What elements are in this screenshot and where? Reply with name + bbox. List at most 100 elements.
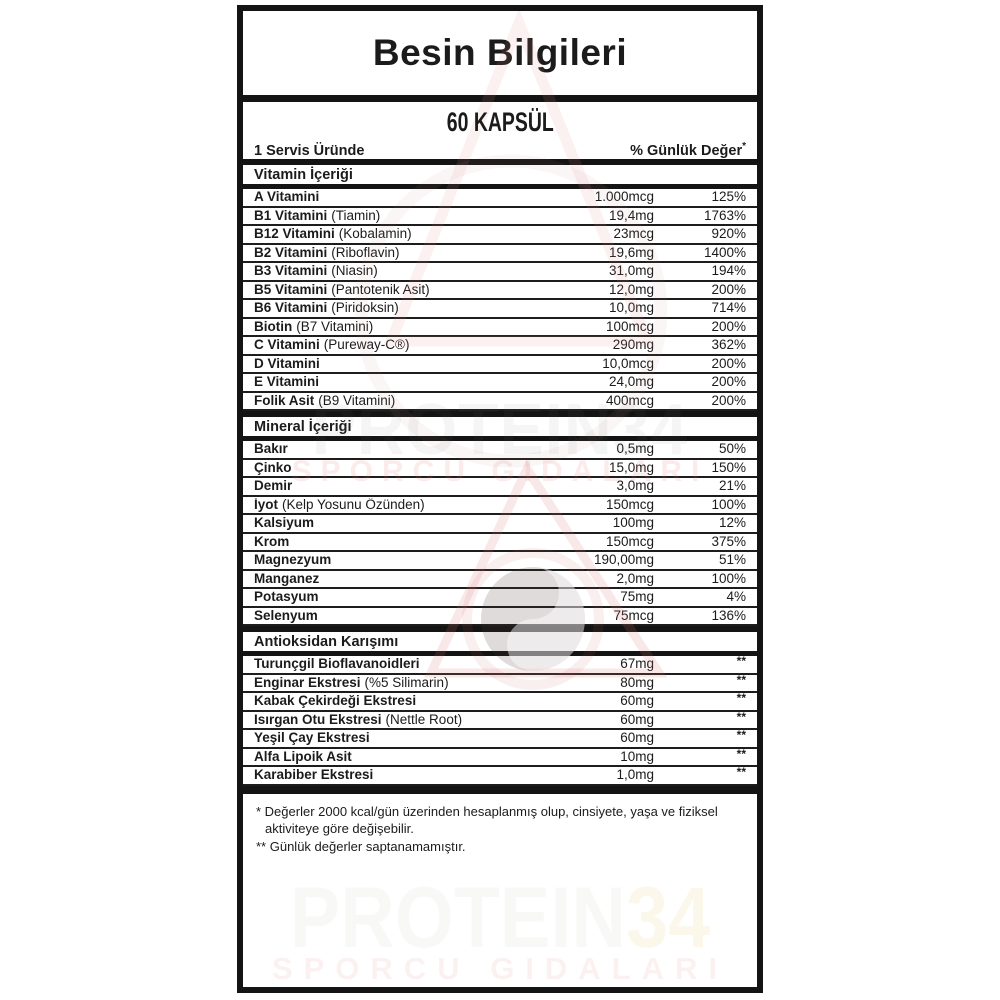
nutrient-amount: 10,0mg [608, 300, 654, 316]
section-header: Vitamin İçeriği [243, 165, 757, 189]
section-top-rule [243, 626, 757, 632]
nutrient-row: Biotin (B7 Vitamini) 100mcg 200% [243, 318, 757, 337]
nutrient-amount: 12,0mg [608, 281, 654, 297]
nutrient-sections: Vitamin İçeriği A Vitamini 1.000mcg 125%… [243, 159, 757, 786]
nutrient-row: B5 Vitamini (Pantotenik Asit) 12,0mg 200% [243, 281, 757, 300]
nutrient-amount: 10,0mcg [602, 355, 654, 371]
nutrient-daily-value: 50% [718, 441, 746, 457]
nutrient-name: Yeşil Çay Ekstresi [254, 731, 370, 746]
nutrient-note: (B7 Vitamini) [296, 319, 374, 334]
nutrient-note: (Piridoksin) [331, 301, 399, 316]
nutrient-daily-value: 1400% [703, 244, 746, 260]
nutrient-row: Demir 3,0mg 21% [243, 478, 757, 497]
nutrient-amount: 150mcg [605, 496, 654, 512]
nutrient-daily-value: 920% [711, 226, 746, 242]
nutrient-amount: 19,6mg [608, 244, 654, 260]
nutrient-daily-value: 200% [711, 392, 746, 408]
nutrient-note: (%5 Silimarin) [364, 675, 449, 690]
nutrient-daily-value: ** [736, 746, 746, 761]
nutrient-name: Isırgan Otu Ekstresi (Nettle Root) [254, 712, 463, 727]
serving-size-label: 1 Servis Üründe [254, 143, 365, 159]
brand-tagline-watermark-bottom: SPORCU GIDALARI [271, 951, 729, 986]
nutrient-name: Karabiber Ekstresi [254, 768, 374, 783]
column-header-row: 1 Servis Üründe % Günlük Değer* [243, 136, 757, 159]
nutrient-daily-value: 200% [711, 374, 746, 390]
nutrient-name: C Vitamini (Pureway-C®) [254, 338, 410, 353]
nutrient-name: B12 Vitamini (Kobalamin) [254, 227, 412, 242]
nutrient-amount: 60mg [620, 711, 654, 727]
nutrient-daily-value: ** [736, 765, 746, 780]
nutrient-daily-value: ** [736, 654, 746, 669]
nutrient-daily-value: ** [736, 691, 746, 706]
nutrient-name: Alfa Lipoik Asit [254, 749, 352, 764]
nutrient-row: Enginar Ekstresi (%5 Silimarin) 80mg ** [243, 673, 757, 693]
nutrient-row: Kabak Çekirdeği Ekstresi 60mg ** [243, 691, 757, 712]
section-header: Antioksidan Karışımı [243, 632, 757, 656]
nutrient-row: Çinko 15,0mg 150% [243, 459, 757, 478]
nutrient-amount: 100mg [612, 515, 654, 531]
nutrient-row: Turunçgil Bioflavanoidleri 67mg ** [243, 654, 757, 675]
nutrient-name: B3 Vitamini (Niasin) [254, 264, 378, 279]
nutrient-row: C Vitamini (Pureway-C®) 290mg 362% [243, 337, 757, 356]
nutrient-daily-value: 51% [718, 552, 746, 568]
nutrient-row: Karabiber Ekstresi 1,0mg ** [243, 765, 757, 786]
nutrient-note: (Pantotenik Asit) [331, 282, 430, 297]
nutrient-daily-value: 100% [711, 496, 746, 512]
nutrient-amount: 290mg [612, 337, 654, 353]
nutrient-amount: 400mcg [605, 392, 654, 408]
nutrient-name: B1 Vitamini (Tiamin) [254, 208, 381, 223]
nutrient-daily-value: 100% [711, 570, 746, 586]
nutrient-amount: 1,0mg [616, 767, 654, 783]
nutrient-name: Bakır [254, 442, 288, 457]
nutrient-row: E Vitamini 24,0mg 200% [243, 374, 757, 393]
nutrient-name: İyot (Kelp Yosunu Özünden) [254, 497, 425, 512]
nutrient-name: D Vitamini [254, 356, 320, 371]
nutrient-note: (B9 Vitamini) [318, 393, 396, 408]
nutrient-daily-value: ** [736, 709, 746, 724]
brand-name-cream: 34 [626, 870, 711, 966]
nutrient-amount: 60mg [620, 693, 654, 709]
nutrient-amount: 10mg [620, 748, 654, 764]
nutrient-daily-value: 1763% [703, 207, 746, 223]
nutrient-row: D Vitamini 10,0mcg 200% [243, 355, 757, 374]
brand-name-gray: PROTEIN [289, 870, 627, 966]
nutrient-row: Isırgan Otu Ekstresi (Nettle Root) 60mg *… [243, 709, 757, 730]
nutrient-daily-value: 136% [711, 607, 746, 623]
nutrient-amount: 100mcg [605, 318, 654, 334]
nutrient-daily-value: 200% [711, 281, 746, 297]
bottom-rule [243, 785, 757, 794]
daily-value-label: % Günlük Değer* [630, 141, 746, 159]
nutrient-daily-value: ** [736, 728, 746, 743]
nutrient-name: Magnezyum [254, 553, 332, 568]
nutrient-amount: 24,0mg [608, 374, 654, 390]
nutrient-amount: 75mcg [613, 607, 654, 623]
nutrient-name: Krom [254, 534, 290, 549]
nutrient-note: (Niasin) [331, 264, 378, 279]
nutrient-name: Potasyum [254, 590, 319, 605]
nutrient-daily-value: 21% [718, 478, 746, 494]
nutrient-section: Antioksidan Karışımı Turunçgil Bioflavan… [243, 626, 757, 786]
nutrient-amount: 190,00mg [593, 552, 654, 568]
nutrient-amount: 31,0mg [608, 263, 654, 279]
footnote-dv-not-established: ** Günlük değerler saptanamamıştır. [256, 838, 466, 854]
nutrient-row: Bakır 0,5mg 50% [243, 441, 757, 460]
section-top-rule [243, 159, 757, 165]
nutrient-amount: 19,4mg [608, 207, 654, 223]
nutrient-daily-value: 714% [711, 300, 746, 316]
nutrient-row: B6 Vitamini (Piridoksin) 10,0mg 714% [243, 300, 757, 319]
nutrient-row: İyot (Kelp Yosunu Özünden) 150mcg 100% [243, 496, 757, 515]
daily-value-asterisk: * [742, 141, 746, 152]
footnote-daily-values: * Değerler 2000 kcal/gün üzerinden hesap… [256, 803, 718, 836]
nutrient-daily-value: 200% [711, 318, 746, 334]
nutrient-name: Selenyum [254, 608, 318, 623]
nutrient-daily-value: 200% [711, 355, 746, 371]
section-top-rule [243, 411, 757, 417]
brand-name-watermark-bottom: PROTEIN34 [274, 869, 726, 968]
nutrient-daily-value: 150% [711, 459, 746, 475]
nutrient-name: Folik Asit (B9 Vitamini) [254, 393, 396, 408]
nutrient-row: Folik Asit (B9 Vitamini) 400mcg 200% [243, 392, 757, 411]
nutrient-row: B3 Vitamini (Niasin) 31,0mg 194% [243, 263, 757, 282]
nutrient-section: Vitamin İçeriği A Vitamini 1.000mcg 125%… [243, 159, 757, 411]
nutrient-amount: 3,0mg [616, 478, 654, 494]
